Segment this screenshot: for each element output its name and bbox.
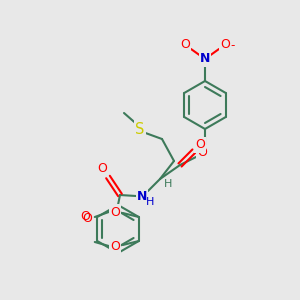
Text: O: O	[197, 146, 207, 160]
Text: O: O	[97, 163, 107, 176]
Text: O: O	[220, 38, 230, 52]
Text: O: O	[195, 139, 205, 152]
Text: O: O	[180, 38, 190, 52]
Text: O: O	[110, 206, 120, 218]
Text: O: O	[110, 239, 120, 253]
Text: H: H	[164, 179, 172, 189]
Text: H: H	[146, 197, 154, 207]
Text: O: O	[82, 212, 92, 224]
Text: N: N	[137, 190, 147, 203]
Text: S: S	[135, 122, 145, 136]
Text: O: O	[80, 211, 90, 224]
Text: -: -	[231, 40, 235, 52]
Text: N: N	[200, 52, 210, 65]
